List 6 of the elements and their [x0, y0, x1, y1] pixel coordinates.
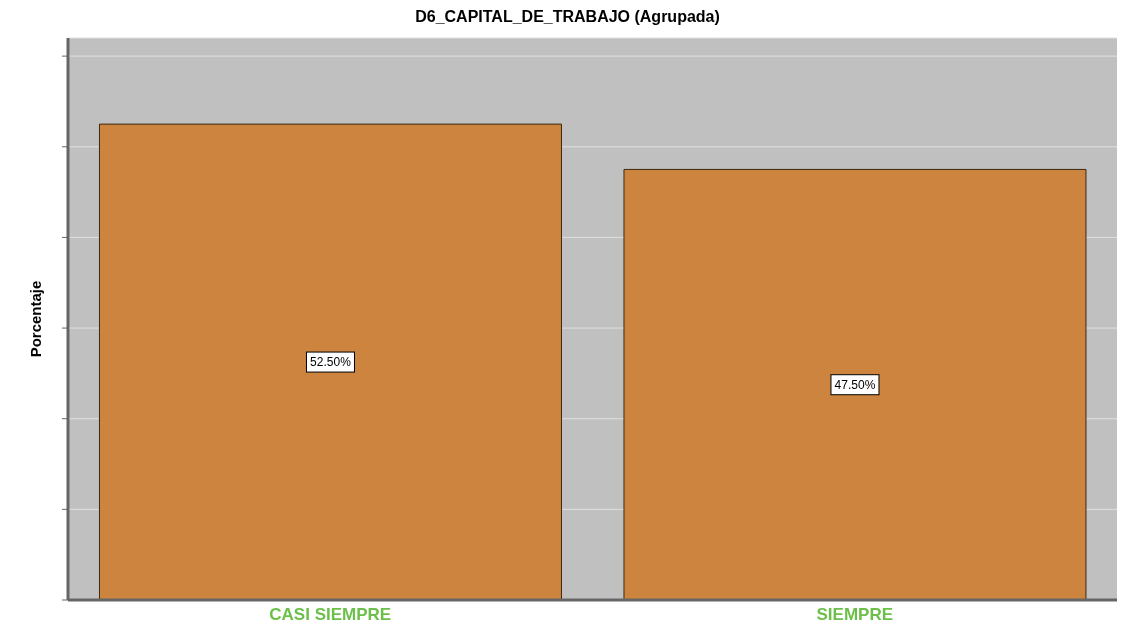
- data-label: 47.50%: [834, 377, 876, 392]
- chart-title: D6_CAPITAL_DE_TRABAJO (Agrupada): [414, 8, 721, 27]
- x-tick-label: SIEMPRE: [816, 605, 894, 625]
- x-tick-label: CASI SIEMPRE: [269, 605, 392, 625]
- data-label: 52.50%: [310, 355, 352, 370]
- y-axis-title: Porcentaje: [27, 280, 45, 358]
